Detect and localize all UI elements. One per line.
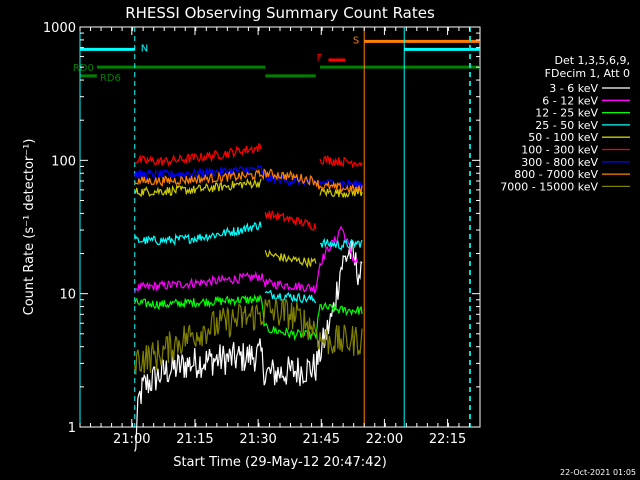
- legend-item-6-12-kev: 6 - 12 keV: [542, 94, 598, 107]
- series-line-12-25-kev: [134, 294, 363, 342]
- legend-item-12-25-kev: 12 - 25 keV: [535, 107, 598, 120]
- series-line-100-300-kev: [264, 210, 317, 231]
- x-tick-label: 22:00: [366, 432, 403, 447]
- legend-header-line: Det 1,3,5,6,9,: [554, 54, 630, 67]
- legend: Det 1,3,5,6,9,FDecim 1, Att 0 3 - 6 keV6 …: [500, 54, 630, 193]
- state-label-rd6: RD6: [100, 73, 121, 84]
- y-tick-label: 100: [51, 154, 76, 169]
- series-line-25-50-kev: [264, 289, 317, 304]
- legend-item-7000-15000-kev: 7000 - 15000 keV: [500, 180, 598, 193]
- y-tick-label: 1: [68, 421, 76, 436]
- series-line-800-7000-kev: [134, 168, 363, 194]
- axes: 1 10 100 1000 21:00 21:15 21:30 21:45 22:00 22:15: [43, 21, 481, 447]
- x-tick-label: 22:15: [429, 432, 466, 447]
- timestamp: 22-Oct-2021 01:05: [560, 468, 636, 477]
- legend-header-line: FDecim 1, Att 0: [545, 67, 630, 80]
- series-line-50-100-kev: [319, 186, 363, 199]
- legend-item-300-800-kev: 300 - 800 keV: [521, 156, 598, 169]
- legend-item-100-300-kev: 100 - 300 keV: [521, 144, 598, 157]
- x-tick-label: 21:30: [239, 432, 276, 447]
- x-tick-label: 21:00: [113, 432, 150, 447]
- y-axis-label: Count Rate (s⁻¹ detector⁻¹): [22, 139, 37, 316]
- series-line-25-50-kev: [134, 221, 262, 247]
- state-label-n: N: [141, 43, 148, 54]
- series-group: [134, 142, 363, 452]
- time-markers: [79, 27, 471, 427]
- series-line-25-50-kev: [319, 237, 363, 251]
- series-line-50-100-kev: [264, 249, 317, 269]
- y-tick-label: 10: [59, 288, 76, 303]
- state-label-f: F: [317, 53, 323, 64]
- legend-item-50-100-kev: 50 - 100 keV: [528, 131, 598, 144]
- legend-item-800-7000-kev: 800 - 7000 keV: [514, 168, 598, 181]
- legend-item-3-6-kev: 3 - 6 keV: [549, 82, 598, 95]
- state-label-rd0: RD0: [73, 63, 94, 74]
- x-axis-label: Start Time (29-May-12 20:47:42): [173, 455, 387, 470]
- series-line-7000-15000-kev: [134, 298, 363, 375]
- chart-title: RHESSI Observing Summary Count Rates: [125, 4, 435, 22]
- series-line-100-300-kev: [134, 142, 262, 168]
- state-bars: N RD0 RD6 F S: [73, 35, 480, 84]
- x-tick-label: 21:15: [176, 432, 213, 447]
- series-line-50-100-kev: [134, 177, 262, 198]
- legend-item-25-50-kev: 25 - 50 keV: [535, 119, 598, 132]
- state-label-s: S: [353, 35, 359, 46]
- series-line-6-12-kev: [134, 225, 359, 295]
- y-tick-label: 1000: [43, 21, 76, 36]
- x-tick-label: 21:45: [303, 432, 340, 447]
- series-line-100-300-kev: [319, 154, 363, 169]
